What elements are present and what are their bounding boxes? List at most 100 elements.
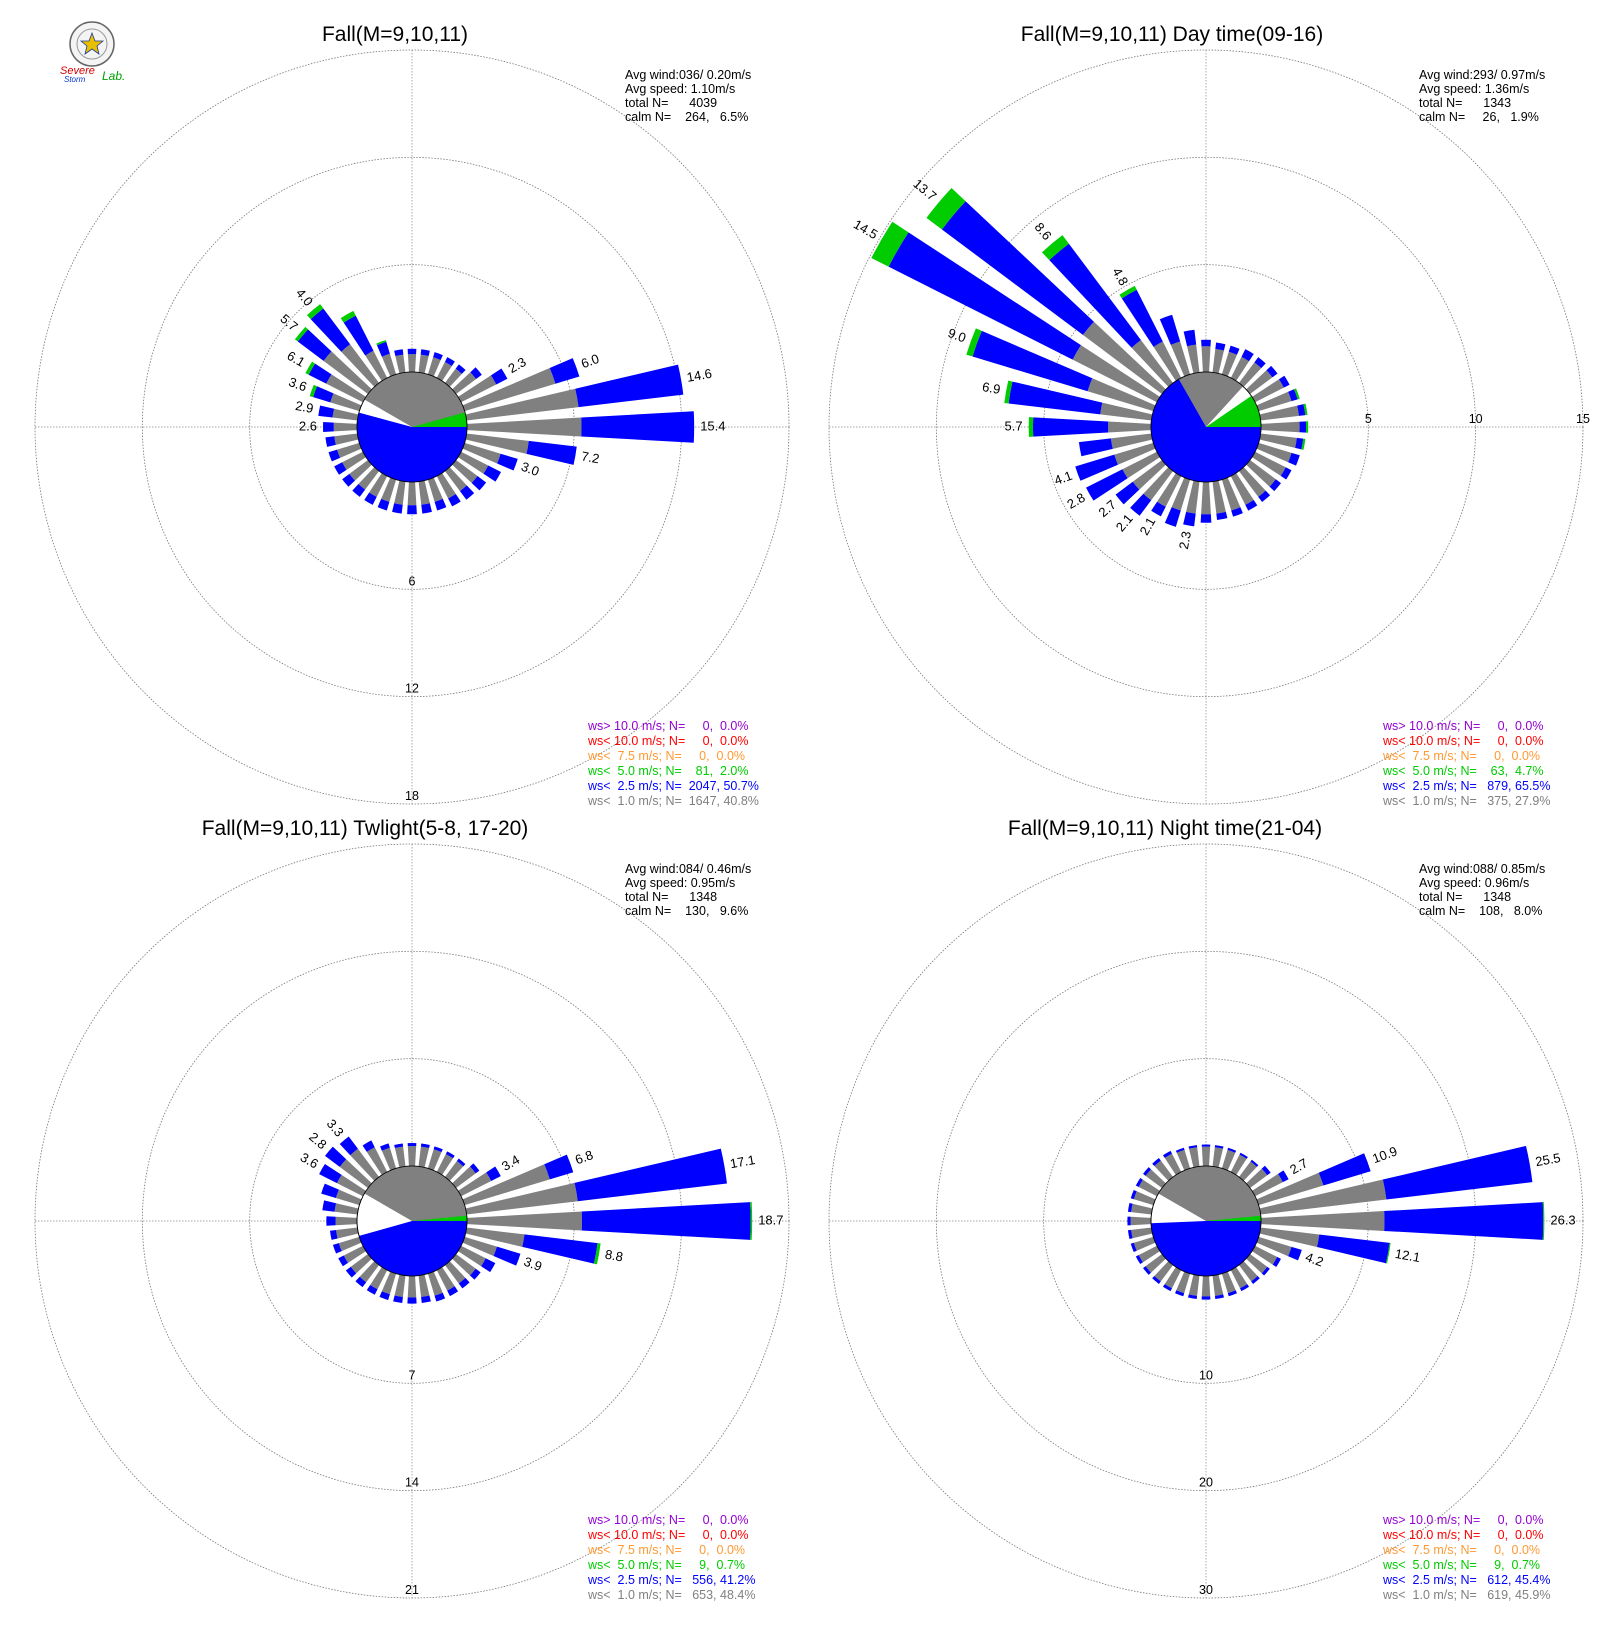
- bar-segment-lt1: [334, 433, 359, 445]
- bar-segment-lt1: [1221, 477, 1241, 511]
- bar-segment-lt1: [1087, 378, 1156, 412]
- bar-segment-lt2_5: [1251, 1275, 1260, 1284]
- bar-segment-lt1: [465, 388, 579, 421]
- bar-segment-lt1: [427, 357, 441, 377]
- bar-segment-lt1: [1072, 345, 1160, 403]
- bar-segment-lt1: [350, 1253, 372, 1274]
- bar-segment-lt1: [418, 354, 429, 374]
- bar-segment-lt1: [394, 1274, 406, 1297]
- bar-value-label: 2.7: [1287, 1155, 1310, 1177]
- bar-value-label: 18.7: [758, 1212, 783, 1227]
- bar-segment-lt1: [1246, 370, 1273, 395]
- stats-line: calm N= 264, 6.5%: [625, 110, 748, 124]
- bar-segment-lt1: [1164, 1153, 1182, 1175]
- bar-segment-lt2_5: [343, 315, 374, 356]
- bar-segment-lt1: [366, 1147, 388, 1175]
- bar-value-label: 3.4: [499, 1152, 522, 1174]
- bar-segment-lt1: [1131, 339, 1174, 387]
- bar-segment-lt1: [1230, 356, 1250, 381]
- bar-value-label: 3.9: [522, 1254, 544, 1274]
- bar-segment-lt1: [343, 1245, 366, 1263]
- bar-segment-lt1: [418, 1146, 430, 1168]
- stats-line: Avg wind:084/ 0.46m/s: [625, 862, 751, 876]
- bar-segment-lt2_5: [407, 505, 417, 515]
- legend-entry: ws< 1.0 m/s; N= 375, 27.9%: [1382, 794, 1550, 808]
- bar-segment-lt1: [436, 1267, 455, 1291]
- bar-segment-lt2_5: [1214, 1145, 1224, 1149]
- bar-segment-lt1: [1238, 467, 1266, 497]
- bar-segment-lt1: [1230, 1267, 1248, 1289]
- bar-segment-lt5: [1305, 421, 1309, 433]
- bar-segment-lt1: [1176, 1149, 1191, 1171]
- bar-segment-lt1: [395, 354, 406, 374]
- bar-segment-lt2_5: [455, 364, 466, 374]
- calm-pie-blue-slice: [1151, 379, 1261, 482]
- stats-line: total N= 4039: [625, 96, 717, 110]
- bar-segment-lt2_5: [522, 1234, 598, 1264]
- range-ring: [935, 156, 1477, 698]
- bar-segment-lt2_5: [366, 1284, 378, 1295]
- bar-segment-lt2_5: [1295, 437, 1304, 450]
- bar-segment-lt1: [365, 350, 388, 381]
- calm-pie-green-slice: [412, 1215, 468, 1221]
- legend-entry: ws> 10.0 m/s; N= 0, 0.0%: [587, 719, 749, 733]
- bar-segment-lt2_5: [1115, 481, 1140, 505]
- bar-segment-lt1: [1238, 362, 1262, 387]
- bar-segment-lt2_5: [1250, 1159, 1259, 1167]
- windrose-panel-4: Fall(M=9,10,11) Night time(21-04) 10 20 30 2…: [828, 817, 1584, 1602]
- bar-segment-lt5: [294, 326, 309, 342]
- bar-segment-lt1: [1259, 1227, 1320, 1248]
- ring-tick-label: 10: [1199, 1368, 1213, 1382]
- bar-value-label: 17.1: [729, 1152, 757, 1171]
- bar-segment-lt5: [750, 1202, 753, 1240]
- bar-segment-lt1: [1212, 1147, 1223, 1168]
- logo-text-severe: Severe: [60, 65, 95, 77]
- bar-segment-lt2_5: [420, 1143, 430, 1149]
- ring-tick-label: 20: [1199, 1476, 1213, 1490]
- bar-segment-lt2_5: [1159, 314, 1181, 345]
- bar-segment-lt2_5: [1258, 490, 1271, 502]
- bar-segment-lt2_5: [1384, 1202, 1544, 1240]
- bar-segment-lt2_5: [469, 1163, 480, 1174]
- bar-segment-lt1: [333, 422, 358, 432]
- bar-segment-lt1: [1154, 1261, 1174, 1282]
- legend-entry: ws< 10.0 m/s; N= 0, 0.0%: [587, 734, 749, 748]
- bar-segment-lt2_5: [1130, 1190, 1137, 1200]
- bar-segment-lt2_5: [1297, 404, 1306, 416]
- bar-segment-lt1: [444, 467, 467, 492]
- bar-segment-lt1: [452, 372, 477, 395]
- bar-segment-lt1: [1201, 346, 1211, 373]
- bar-segment-lt2_5: [486, 1166, 501, 1181]
- bar-segment-lt2_5: [490, 368, 508, 385]
- bar-segment-lt2_5: [1127, 1216, 1131, 1226]
- range-ring: [34, 49, 790, 805]
- bar-segment-lt5: [340, 310, 356, 323]
- bar-segment-lt2_5: [324, 1146, 347, 1167]
- bar-segment-lt1: [465, 433, 529, 454]
- stats-line: total N= 1348: [625, 890, 717, 904]
- bar-segment-lt2_5: [459, 485, 475, 500]
- bar-segment-lt1: [1157, 473, 1182, 507]
- bar-segment-lt1: [1082, 321, 1166, 395]
- legend-entry: ws< 2.5 m/s; N= 2047, 50.7%: [587, 779, 759, 793]
- bar-value-label: 6.8: [573, 1147, 595, 1167]
- range-ring: [828, 49, 1584, 805]
- bar-segment-lt2_5: [1151, 501, 1166, 517]
- bar-segment-lt2_5: [322, 1200, 337, 1212]
- bar-segment-lt2_5: [1049, 243, 1141, 348]
- bar-segment-lt1: [350, 1148, 380, 1181]
- bar-segment-lt2_5: [456, 1158, 466, 1167]
- bar-segment-lt2_5: [1227, 1147, 1237, 1153]
- legend-entry: ws> 10.0 m/s; N= 0, 0.0%: [1382, 719, 1544, 733]
- bar-segment-lt1: [444, 1160, 464, 1181]
- legend-entry: ws< 2.5 m/s; N= 879, 65.5%: [1382, 779, 1550, 793]
- logo: Severe Storm Lab.: [60, 21, 125, 84]
- bar-segment-lt2_5: [1261, 1165, 1271, 1176]
- bar-segment-lt2_5: [1241, 349, 1254, 362]
- bar-segment-lt2_5: [1299, 421, 1307, 433]
- bar-segment-lt2_5: [297, 329, 332, 361]
- bar-segment-lt2_5: [1245, 499, 1258, 511]
- panel-title: Fall(M=9,10,11): [322, 23, 468, 46]
- bar-segment-lt1: [418, 1274, 430, 1297]
